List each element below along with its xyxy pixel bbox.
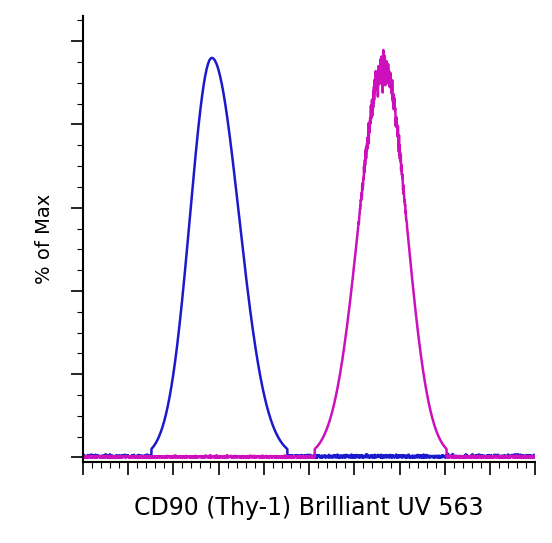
Y-axis label: % of Max: % of Max [35,194,54,284]
X-axis label: CD90 (Thy-1) Brilliant UV 563: CD90 (Thy-1) Brilliant UV 563 [134,496,484,520]
